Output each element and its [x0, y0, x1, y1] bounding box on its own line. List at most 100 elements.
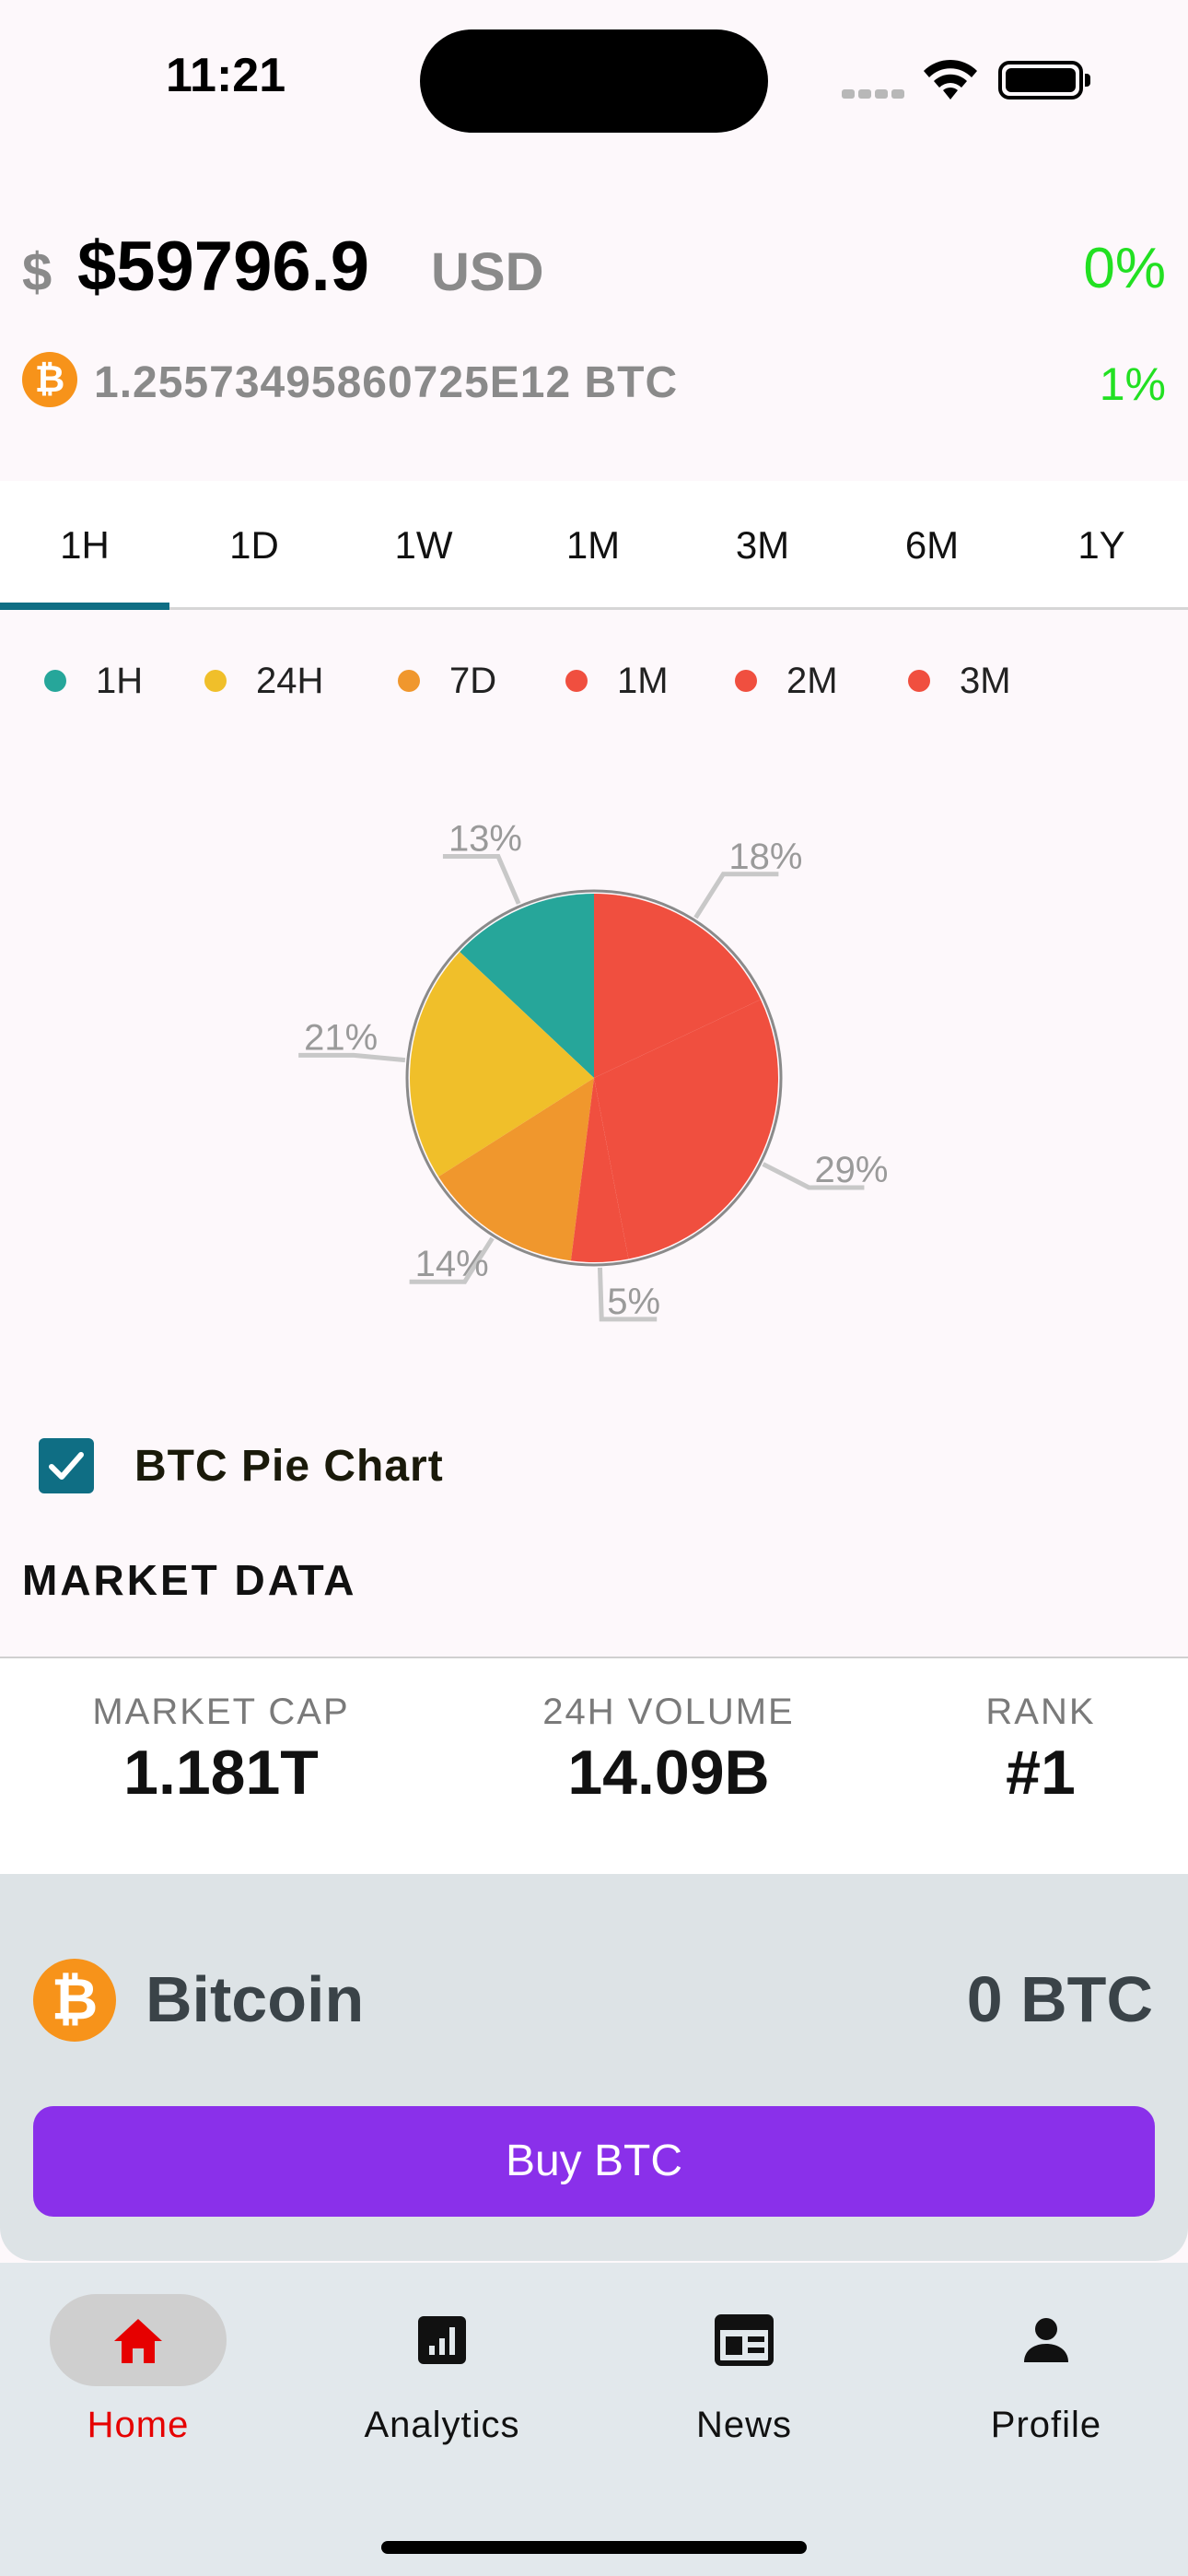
stat-market-cap: MARKET CAP 1.181T [83, 1692, 359, 1809]
profile-icon [1024, 2318, 1068, 2362]
dollar-sign: $ [22, 242, 52, 302]
nav-label: Analytics [364, 2405, 520, 2445]
tab-3m[interactable]: 3M [735, 523, 790, 567]
pie-outline [405, 889, 783, 1267]
news-icon [715, 2314, 774, 2366]
pie-leader-line [762, 1162, 865, 1190]
legend-label: 2M [786, 660, 838, 701]
stat-value: 14.09B [567, 1738, 770, 1808]
nav-active-pill [50, 2294, 227, 2386]
tab-1m[interactable]: 1M [565, 523, 621, 567]
pie-leader-line [693, 872, 779, 919]
nav-item-home[interactable]: Home [28, 2294, 249, 2446]
tab-1d[interactable]: 1D [229, 523, 279, 567]
bitcoin-icon: ₿ [22, 352, 77, 407]
nav-label: News [695, 2405, 793, 2445]
battery-icon [998, 61, 1090, 100]
legend-item-7d: 7D [398, 649, 496, 713]
buy-btc-button[interactable]: Buy BTC [33, 2106, 1155, 2217]
pie-chart-toggle[interactable]: BTC Pie Chart [39, 1434, 444, 1498]
legend-item-2m: 2M [735, 649, 838, 713]
pie-slice-label: 13% [448, 819, 522, 860]
legend-dot [735, 670, 757, 692]
nav-item-profile[interactable]: Profile [936, 2294, 1157, 2446]
active-tab-indicator [0, 603, 169, 610]
nav-label: Profile [990, 2405, 1102, 2445]
pie-slice-label: 5% [607, 1282, 660, 1322]
pie-chart-area: 13% 21% 14% 5% 29% 18% [0, 765, 1188, 1354]
legend-label: 1M [617, 660, 669, 701]
legend-dot [398, 670, 420, 692]
nav-icon-wrap [958, 2294, 1135, 2386]
dynamic-island [420, 29, 768, 133]
coin-name: Bitcoin [146, 1963, 365, 2035]
chart-legend: 1H 24H 7D 1M 2M 3M [0, 649, 1188, 713]
pie-chart-checkbox[interactable] [39, 1438, 94, 1493]
stat-value: #1 [1006, 1738, 1076, 1808]
bitcoin-icon: ₿ [33, 1959, 116, 2042]
analytics-icon [418, 2316, 466, 2364]
stat-24h-volume: 24H VOLUME 14.09B [523, 1692, 814, 1809]
pie-slice [409, 952, 594, 1177]
price-row: $ $59796.9 USD 0% [22, 221, 1166, 313]
price-currency: USD [431, 242, 544, 302]
nav-icon-wrap [656, 2294, 833, 2386]
stat-value: 1.181T [123, 1738, 319, 1808]
market-stats: MARKET CAP 1.181T 24H VOLUME 14.09B RANK… [0, 1658, 1188, 1874]
status-bar: 11:21 [0, 0, 1188, 166]
tab-1w[interactable]: 1W [394, 523, 453, 567]
pie-leader-line [298, 1052, 406, 1063]
legend-dot [204, 670, 227, 692]
legend-dot [44, 670, 66, 692]
nav-item-analytics[interactable]: Analytics [332, 2294, 553, 2446]
stat-label: RANK [985, 1692, 1096, 1732]
pie-slice [594, 894, 761, 1078]
legend-dot [908, 670, 930, 692]
home-indicator [381, 2541, 807, 2554]
status-time: 11:21 [166, 49, 286, 102]
coin-holding: 0 BTC [966, 1963, 1153, 2035]
pie-chart-toggle-label: BTC Pie Chart [134, 1441, 444, 1491]
btc-change: 1% [1099, 358, 1166, 410]
legend-label: 1H [96, 660, 144, 701]
divider [0, 1657, 1188, 1659]
coin-card: ₿ Bitcoin 0 BTC Buy BTC [0, 1874, 1188, 2261]
tab-1h[interactable]: 1H [60, 523, 110, 567]
legend-item-24h: 24H [204, 649, 323, 713]
legend-dot [565, 670, 588, 692]
legend-item-1h: 1H [44, 649, 143, 713]
btc-pie-chart: 13% 21% 14% 5% 29% 18% [298, 819, 889, 1322]
pie-slice [438, 1078, 594, 1261]
pie-slice-label: 29% [814, 1150, 888, 1190]
btc-row: ₿ 1.25573495860725E12 BTC 1% [22, 350, 1166, 415]
legend-item-3m: 3M [908, 649, 1011, 713]
tab-6m[interactable]: 6M [904, 523, 960, 567]
pie-slice-label: 14% [415, 1244, 489, 1284]
stat-label: 24H VOLUME [542, 1692, 795, 1732]
nav-icon-wrap [354, 2294, 530, 2386]
price-change: 0% [1083, 237, 1166, 300]
stat-rank: RANK #1 [958, 1692, 1124, 1809]
home-icon [114, 2319, 162, 2363]
stat-label: MARKET CAP [92, 1692, 350, 1732]
pie-leader-line [409, 1236, 495, 1284]
checkmark-icon [49, 1452, 84, 1480]
pie-leader-line [442, 854, 521, 905]
cellular-signal-icon [842, 87, 908, 103]
pie-leader-line [597, 1267, 658, 1322]
nav-item-news[interactable]: News [634, 2294, 855, 2446]
btc-amount: 1.25573495860725E12 BTC [94, 358, 679, 407]
legend-label: 24H [256, 660, 324, 701]
time-range-tabs: 1H 1D 1W 1M 3M 6M 1Y [0, 481, 1188, 610]
bottom-navigation: Home Analytics News [0, 2263, 1188, 2576]
pie-slice-label: 21% [304, 1017, 378, 1058]
tab-1y[interactable]: 1Y [1077, 523, 1125, 567]
price-value: $59796.9 [77, 228, 369, 306]
legend-item-1m: 1M [565, 649, 669, 713]
wifi-icon [924, 59, 977, 100]
pie-slice [594, 999, 778, 1259]
pie-slice [460, 894, 594, 1078]
market-data-title: MARKET DATA [22, 1556, 357, 1604]
legend-label: 3M [960, 660, 1011, 701]
pie-slice [570, 1078, 629, 1262]
